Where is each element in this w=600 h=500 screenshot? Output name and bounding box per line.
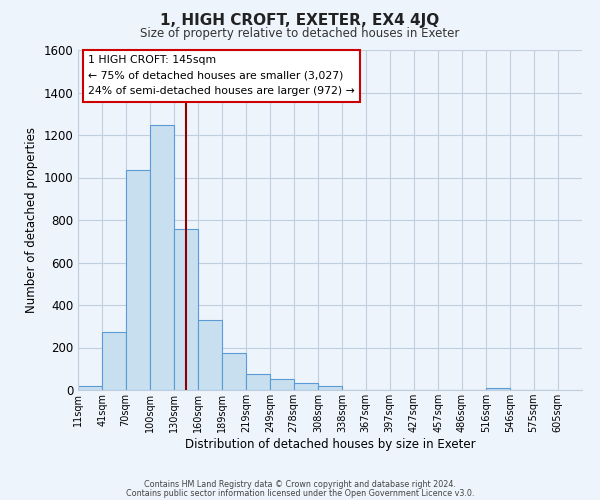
Text: Contains HM Land Registry data © Crown copyright and database right 2024.: Contains HM Land Registry data © Crown c… <box>144 480 456 489</box>
Bar <box>318 386 342 390</box>
Bar <box>199 320 222 390</box>
Bar <box>174 228 199 390</box>
Y-axis label: Number of detached properties: Number of detached properties <box>25 127 38 313</box>
Bar <box>222 353 246 390</box>
Bar <box>102 332 125 390</box>
Bar <box>293 382 318 390</box>
Text: 1 HIGH CROFT: 145sqm
← 75% of detached houses are smaller (3,027)
24% of semi-de: 1 HIGH CROFT: 145sqm ← 75% of detached h… <box>88 55 355 96</box>
Text: Size of property relative to detached houses in Exeter: Size of property relative to detached ho… <box>140 28 460 40</box>
Bar <box>486 388 510 390</box>
Bar <box>246 374 270 390</box>
X-axis label: Distribution of detached houses by size in Exeter: Distribution of detached houses by size … <box>185 438 475 451</box>
Text: Contains public sector information licensed under the Open Government Licence v3: Contains public sector information licen… <box>126 490 474 498</box>
Bar <box>78 386 102 390</box>
Bar <box>125 170 150 390</box>
Text: 1, HIGH CROFT, EXETER, EX4 4JQ: 1, HIGH CROFT, EXETER, EX4 4JQ <box>160 12 440 28</box>
Bar <box>270 380 293 390</box>
Bar <box>150 126 174 390</box>
